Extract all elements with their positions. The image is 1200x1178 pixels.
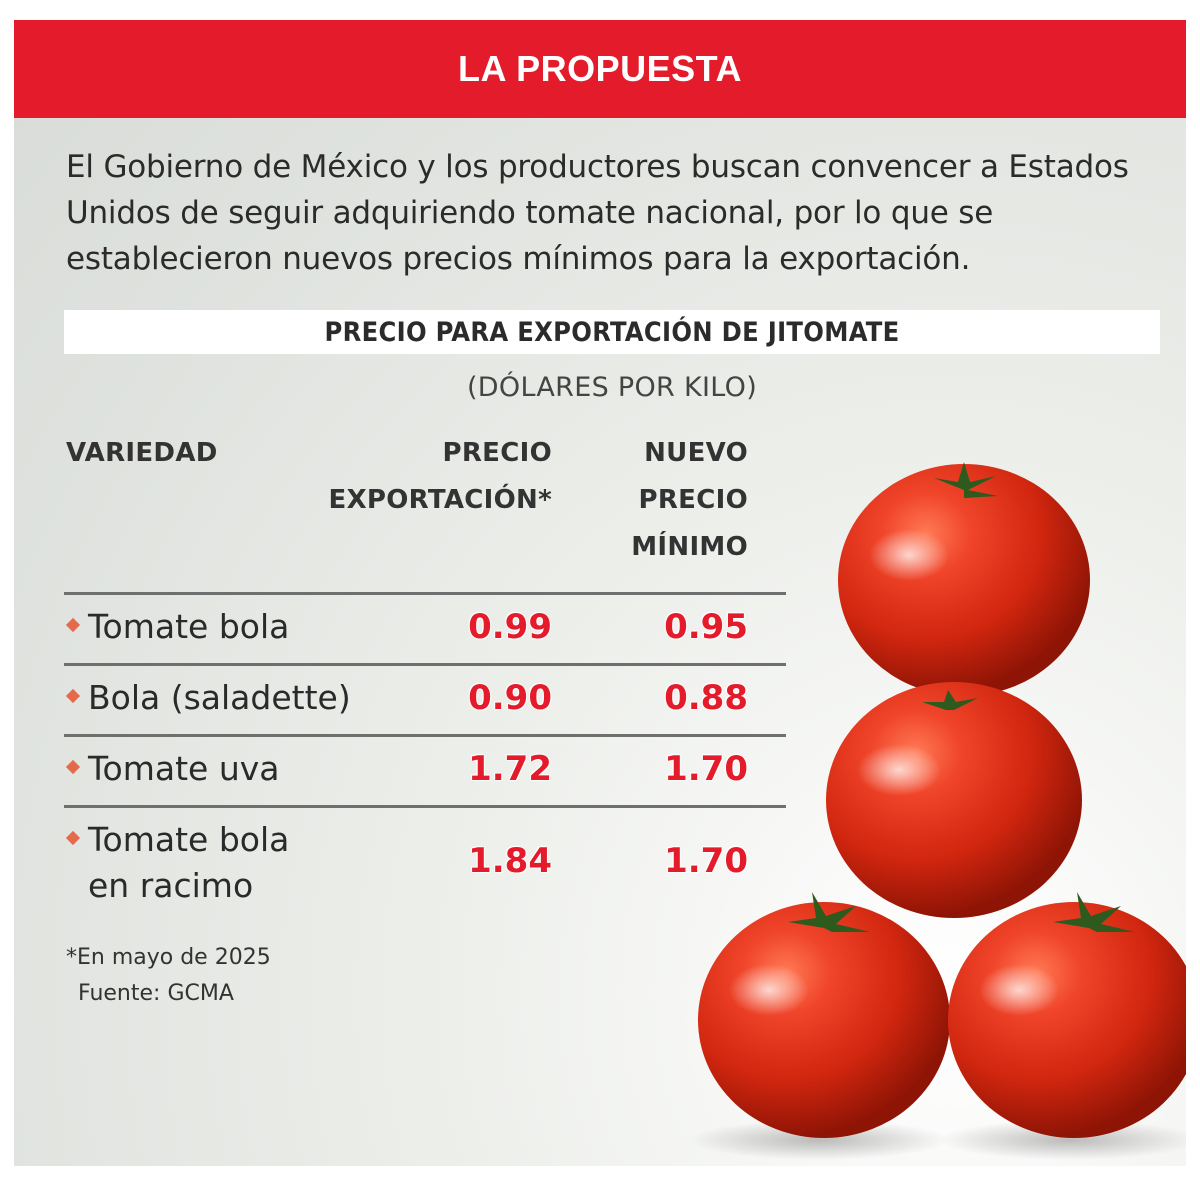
- variety-name: Tomate bola: [88, 607, 290, 646]
- precio-exportacion-value: 1.84: [468, 841, 552, 881]
- table-title-bar: PRECIO PARA EXPORTACIÓN DE JITOMATE: [64, 310, 1160, 354]
- nuevo-precio-minimo-value: 1.70: [664, 749, 748, 789]
- variety-name: Tomate uva: [88, 749, 280, 788]
- source-note: Fuente: GCMA: [78, 981, 234, 1006]
- footnote: *En mayo de 2025: [66, 945, 271, 970]
- variety-name: Bola (saladette): [88, 678, 351, 717]
- column-header-precio-exportacion: PRECIO EXPORTACIÓN*: [328, 438, 552, 515]
- nuevo-precio-minimo-value: 0.95: [664, 607, 748, 647]
- precio-exportacion-value: 1.72: [468, 749, 552, 789]
- table-row: Tomate bola en racimo 1.84 1.70: [64, 805, 786, 908]
- column-header-variedad: VARIEDAD: [66, 438, 218, 468]
- header-title: LA PROPUESTA: [457, 48, 742, 89]
- variety-name: Tomate bola en racimo: [88, 820, 290, 905]
- precio-exportacion-value: 0.99: [468, 607, 552, 647]
- intro-text: El Gobierno de México y los productores …: [66, 149, 1129, 277]
- stacked-tomatoes-image: [689, 462, 1186, 1160]
- table-title: PRECIO PARA EXPORTACIÓN DE JITOMATE: [324, 316, 900, 348]
- bullet-icon: [65, 688, 81, 704]
- column-header-nuevo-precio-minimo: NUEVO PRECIO MÍNIMO: [631, 438, 748, 562]
- bullet-icon: [65, 830, 81, 846]
- header-bar: LA PROPUESTA: [14, 20, 1186, 118]
- table-row: Tomate bola 0.99 0.95: [64, 592, 786, 666]
- table-row: Tomate uva 1.72 1.70: [64, 734, 786, 808]
- bullet-icon: [65, 617, 81, 633]
- bullet-icon: [65, 759, 81, 775]
- table-row: Bola (saladette) 0.90 0.88: [64, 663, 786, 737]
- footnote-block: *En mayo de 2025 Fuente: GCMA: [66, 940, 271, 1012]
- unit-label: (DÓLARES POR KILO): [466, 372, 758, 403]
- nuevo-precio-minimo-value: 0.88: [664, 678, 748, 718]
- nuevo-precio-minimo-value: 1.70: [664, 841, 748, 881]
- precio-exportacion-value: 0.90: [468, 678, 552, 718]
- infographic-panel: LA PROPUESTA El Gobierno de México y los…: [14, 20, 1186, 1166]
